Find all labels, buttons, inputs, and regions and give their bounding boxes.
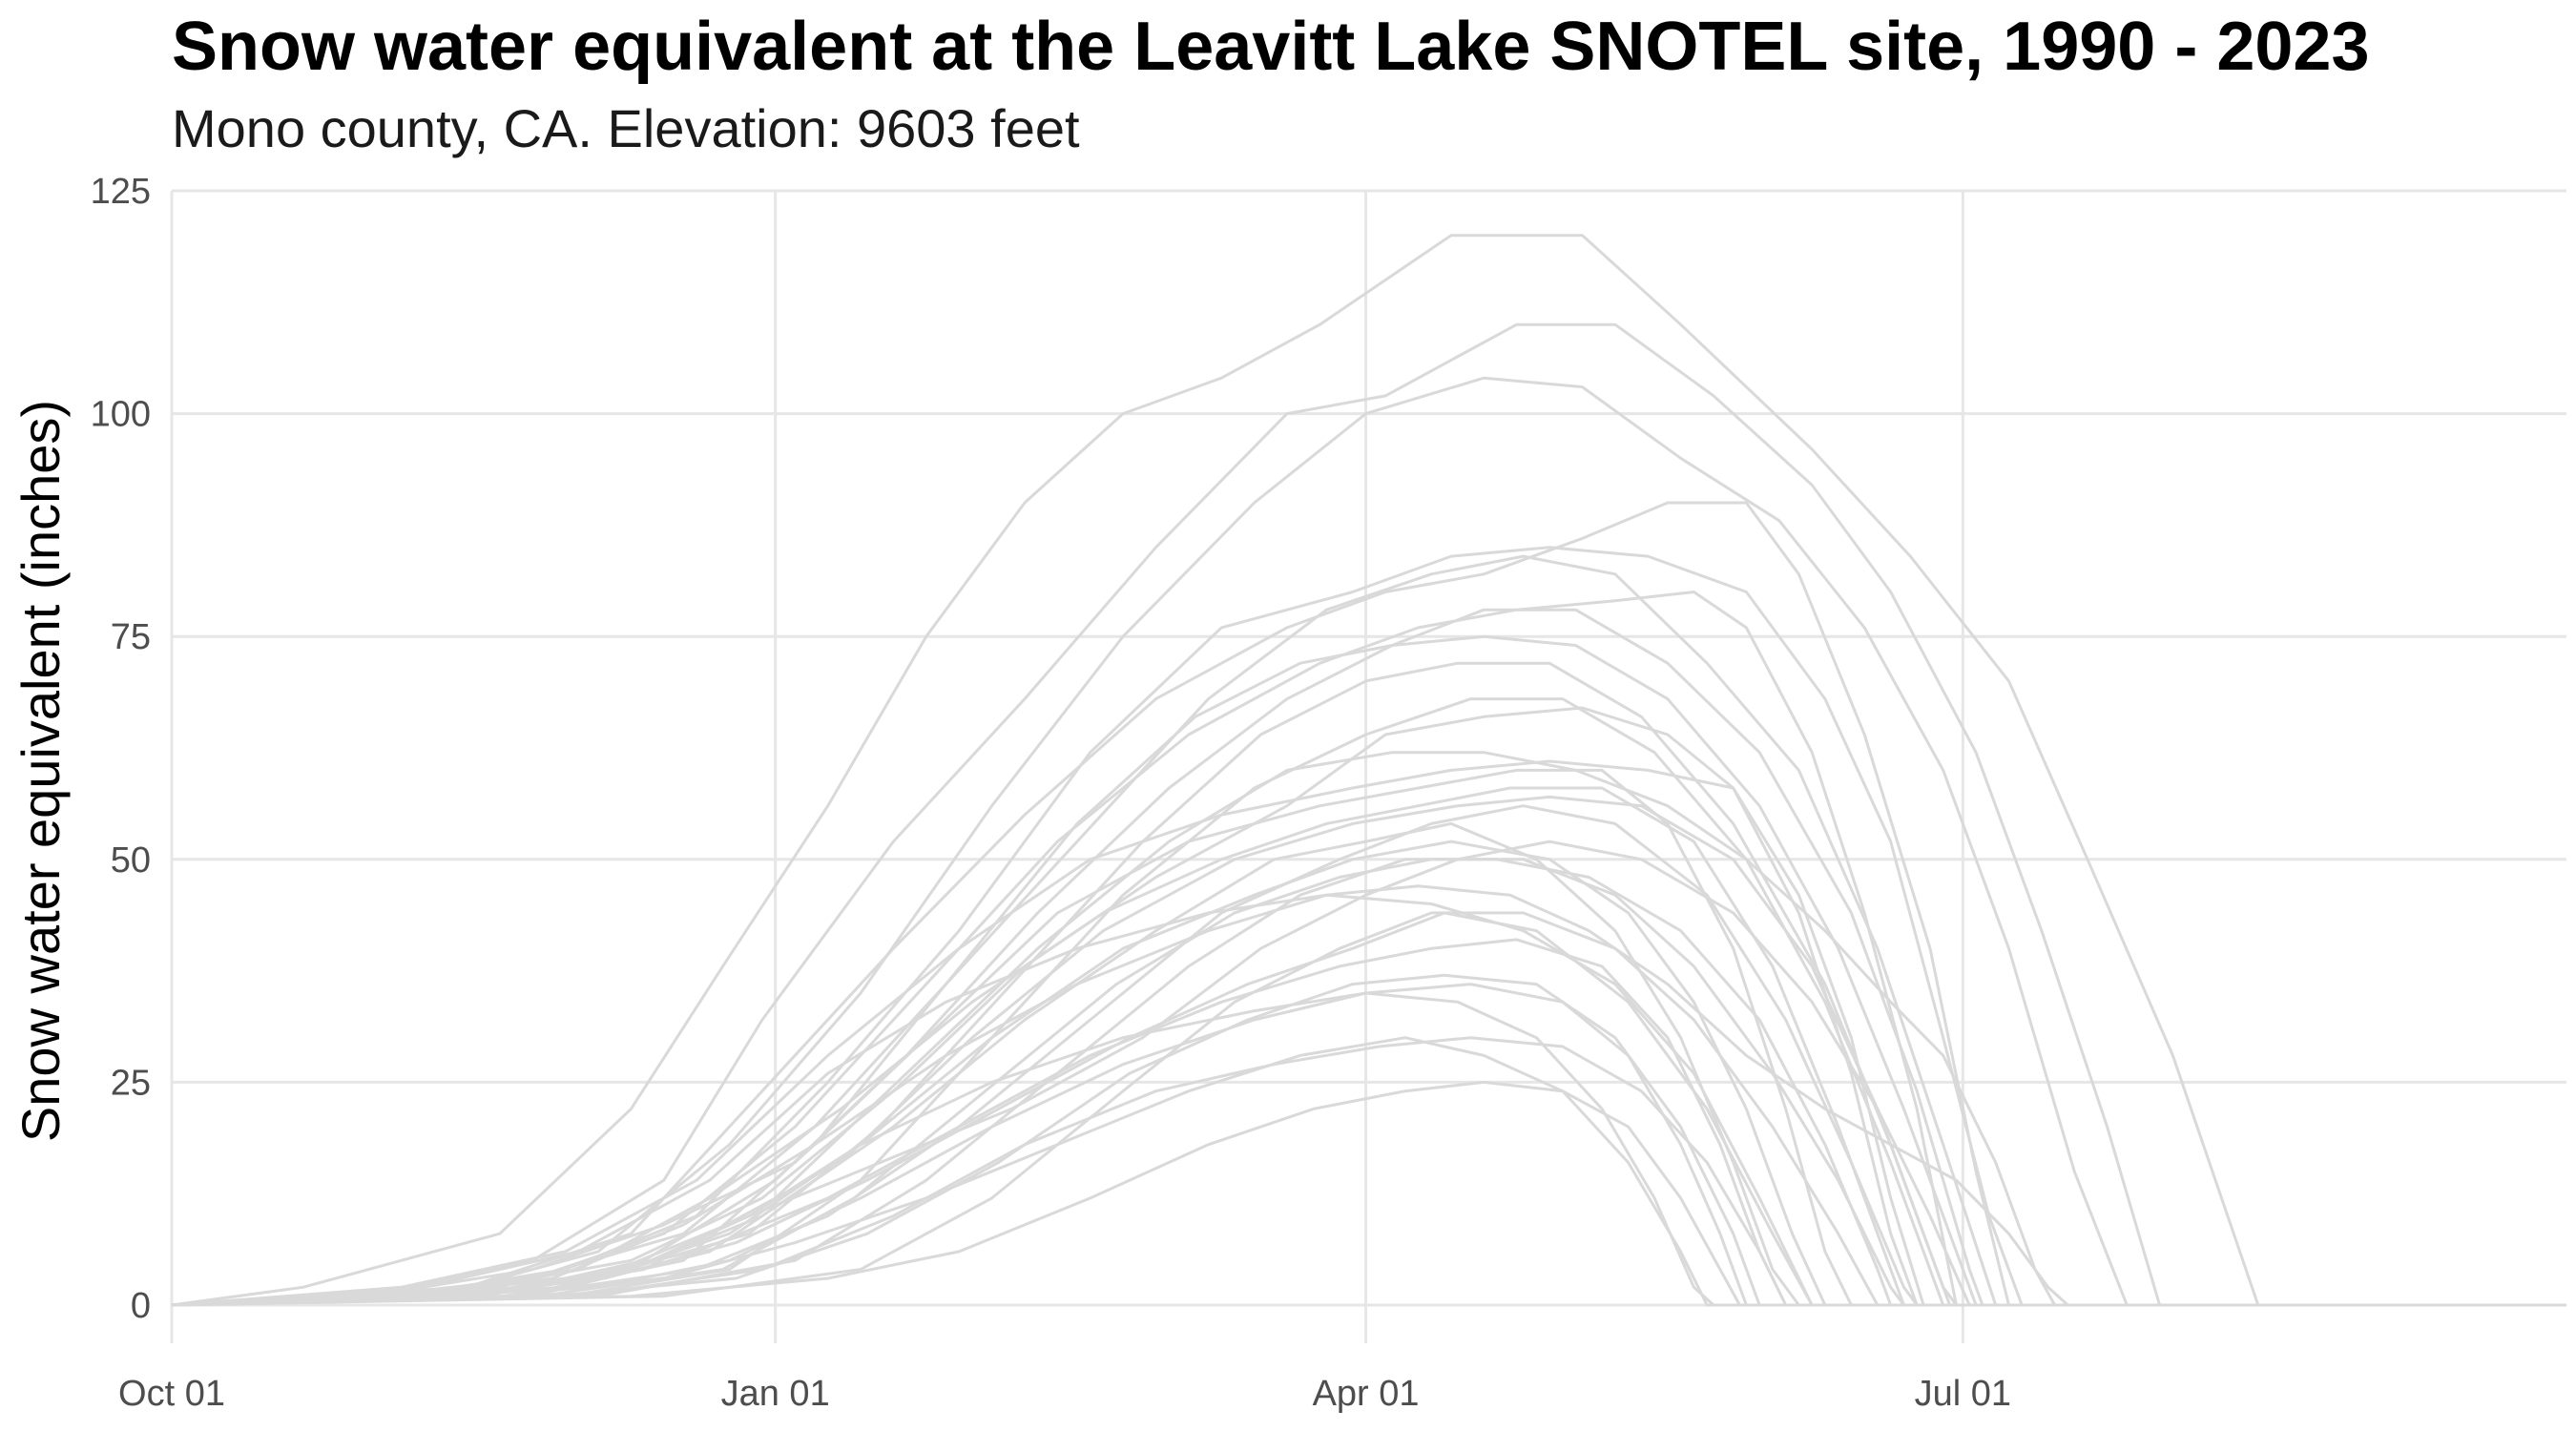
series-line bbox=[171, 661, 2566, 1307]
series-line bbox=[171, 546, 2566, 1307]
series-line bbox=[171, 759, 2566, 1307]
series-line bbox=[171, 501, 2566, 1307]
series-line bbox=[171, 821, 2566, 1307]
series-line bbox=[171, 840, 2566, 1307]
x-tick-label: Apr 01 bbox=[1313, 1374, 1420, 1414]
series-line bbox=[171, 591, 2566, 1307]
series-line bbox=[171, 376, 2566, 1307]
series-line bbox=[171, 911, 2566, 1307]
series-line bbox=[171, 554, 2566, 1307]
y-tick-label: 125 bbox=[91, 172, 151, 212]
series-line bbox=[171, 1080, 2566, 1307]
series-lines bbox=[171, 234, 2566, 1307]
series-line bbox=[171, 804, 2566, 1307]
y-tick-label: 25 bbox=[111, 1063, 151, 1103]
x-tick-label: Oct 01 bbox=[118, 1374, 225, 1414]
y-tick-label: 0 bbox=[131, 1286, 151, 1326]
series-line bbox=[171, 911, 2566, 1307]
series-line bbox=[171, 322, 2566, 1307]
chart-title: Snow water equivalent at the Leavitt Lak… bbox=[172, 9, 2370, 85]
series-line bbox=[171, 1036, 2566, 1307]
x-tick-label: Jul 01 bbox=[1915, 1374, 2011, 1414]
series-line bbox=[171, 893, 2566, 1307]
chart-subtitle: Mono county, CA. Elevation: 9603 feet bbox=[172, 98, 1080, 158]
y-axis-title: Snow water equivalent (inches) bbox=[10, 400, 71, 1142]
series-line bbox=[171, 795, 2566, 1307]
series-line bbox=[171, 786, 2566, 1307]
y-tick-label: 75 bbox=[111, 617, 151, 657]
series-line bbox=[171, 768, 2566, 1307]
series-line bbox=[171, 751, 2566, 1307]
series-line bbox=[171, 234, 2566, 1307]
series-line bbox=[171, 973, 2566, 1307]
x-tick-label: Jan 01 bbox=[721, 1374, 830, 1414]
y-tick-label: 50 bbox=[111, 840, 151, 881]
series-line bbox=[171, 983, 2566, 1307]
grid-lines bbox=[170, 189, 2566, 1343]
series-line bbox=[171, 634, 2566, 1307]
series-line bbox=[171, 991, 2566, 1307]
series-line bbox=[171, 840, 2566, 1307]
y-axis-ticks: 0 25 50 75 100 125 bbox=[91, 172, 151, 1326]
series-line bbox=[171, 1036, 2566, 1307]
y-tick-label: 100 bbox=[91, 395, 151, 435]
series-line bbox=[171, 697, 2566, 1307]
x-axis-ticks: Oct 01 Jan 01 Apr 01 Jul 01 bbox=[118, 1374, 2011, 1414]
series-line bbox=[171, 884, 2566, 1307]
series-line bbox=[171, 608, 2566, 1307]
series-line bbox=[171, 858, 2566, 1307]
